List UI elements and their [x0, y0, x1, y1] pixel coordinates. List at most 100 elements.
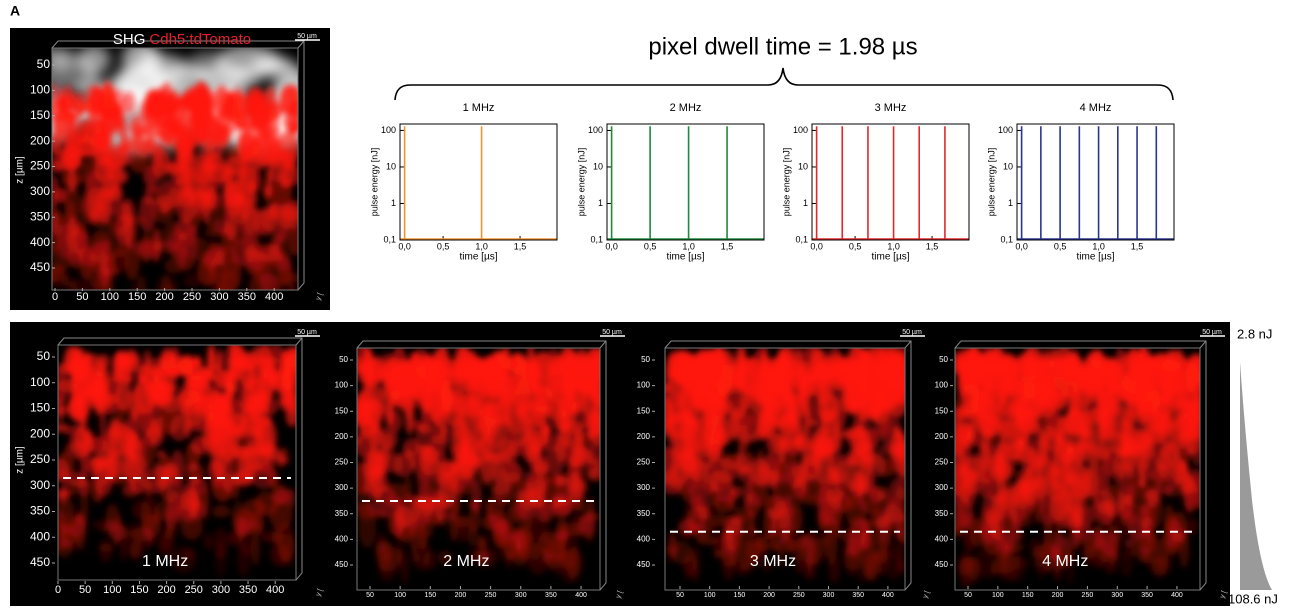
y-tick-label: 1 — [391, 198, 396, 208]
x-tick-label: 50 — [676, 592, 684, 599]
z-tick-label: 400 — [935, 534, 949, 543]
red-blob — [431, 469, 452, 485]
red-signal — [52, 80, 298, 290]
volume-frame — [356, 347, 601, 591]
z-tick-label: 300 — [935, 483, 949, 492]
red-blob — [874, 549, 893, 560]
red-blob — [491, 510, 508, 549]
red-blob — [1111, 404, 1136, 428]
red-blob — [694, 444, 719, 469]
red-blob — [884, 542, 903, 580]
red-blob — [1148, 409, 1170, 433]
red-blob — [973, 352, 989, 378]
red-blob — [782, 494, 797, 514]
red-blob — [817, 508, 830, 531]
z-tick-label: 100 — [637, 381, 651, 390]
red-blob — [159, 533, 173, 553]
red-blob — [362, 483, 385, 497]
z-tick-label: 450 — [935, 560, 949, 569]
red-blob — [236, 526, 246, 539]
red-blob — [395, 358, 412, 377]
y-tick-label: 1 — [803, 198, 808, 208]
red-blob — [220, 396, 230, 437]
x-tick-label: 0 — [52, 291, 58, 303]
z-tick-label: 350 — [637, 509, 651, 518]
red-blob — [174, 218, 193, 241]
y-axis-label: y [ — [922, 590, 931, 599]
z-tick-label: 450 — [30, 555, 50, 569]
x-tick-label: 1,0 — [887, 241, 900, 251]
red-blob — [412, 540, 431, 571]
red-blob — [247, 440, 259, 455]
red-blob — [570, 514, 585, 537]
red-blob — [524, 470, 533, 495]
y-tick-label: 100 — [381, 125, 396, 135]
red-blob — [375, 371, 394, 381]
red-blob — [1048, 457, 1072, 491]
red-blob — [65, 200, 76, 238]
red-blob — [1035, 386, 1046, 398]
red-blob — [573, 501, 585, 512]
x-axis-label: time [µs] — [667, 252, 705, 263]
red-blob — [955, 474, 971, 509]
shg-blob — [215, 48, 282, 80]
red-blob — [728, 375, 747, 389]
red-blob — [1077, 472, 1093, 504]
red-blob — [1064, 438, 1087, 453]
x-tick-label: 200 — [455, 592, 467, 599]
red-blob — [430, 349, 444, 382]
red-blob — [816, 425, 840, 457]
red-blob — [182, 151, 197, 181]
red-blob — [237, 541, 251, 578]
red-blob — [1102, 399, 1119, 408]
red-blob — [118, 169, 129, 184]
red-blob — [266, 169, 273, 202]
red-blob — [1081, 544, 1097, 559]
red-blob — [1184, 361, 1199, 396]
red-blob — [455, 416, 467, 439]
red-blob — [267, 254, 291, 273]
plot-frame — [811, 123, 970, 241]
red-blob — [510, 432, 518, 470]
red-blob — [864, 541, 879, 582]
x-tick-label: 400 — [265, 291, 283, 303]
red-blob — [856, 372, 876, 397]
x-tick-label: 0,0 — [605, 241, 618, 251]
red-blob — [383, 377, 401, 392]
red-blob — [1052, 559, 1060, 579]
red-blob — [675, 396, 691, 415]
red-blob — [186, 463, 205, 485]
red-blob — [1136, 380, 1146, 397]
red-blob — [94, 132, 114, 151]
energy-scale-bottom: 108.6 nJ — [1228, 591, 1278, 606]
red-blob — [955, 435, 964, 455]
x-tick-label: 400 — [575, 592, 587, 599]
z-tick-label: 350 — [30, 209, 50, 223]
red-blob — [453, 348, 472, 381]
red-blob — [761, 453, 780, 488]
red-blob — [265, 86, 277, 123]
red-blob — [124, 441, 143, 462]
shg-blob — [77, 48, 111, 75]
red-blob — [1164, 483, 1173, 497]
z-tick-label: 350 — [935, 509, 949, 518]
red-blob — [963, 429, 970, 450]
chart-title: 3 MHz — [875, 102, 907, 114]
red-blob — [720, 516, 744, 526]
y-tick-label: 10 — [593, 161, 603, 171]
red-blob — [263, 131, 280, 168]
red-blob — [755, 533, 771, 552]
red-blob — [665, 545, 679, 555]
red-blob — [212, 505, 231, 518]
red-blob — [58, 490, 70, 500]
red-blob — [157, 162, 178, 171]
red-blob — [441, 377, 452, 418]
red-blob — [255, 436, 277, 466]
red-blob — [1087, 447, 1111, 471]
red-blob — [962, 455, 970, 475]
red-blob — [242, 498, 266, 518]
red-blob — [419, 446, 439, 476]
red-blob — [668, 367, 692, 381]
red-blob — [586, 407, 599, 440]
red-blob — [357, 436, 364, 446]
